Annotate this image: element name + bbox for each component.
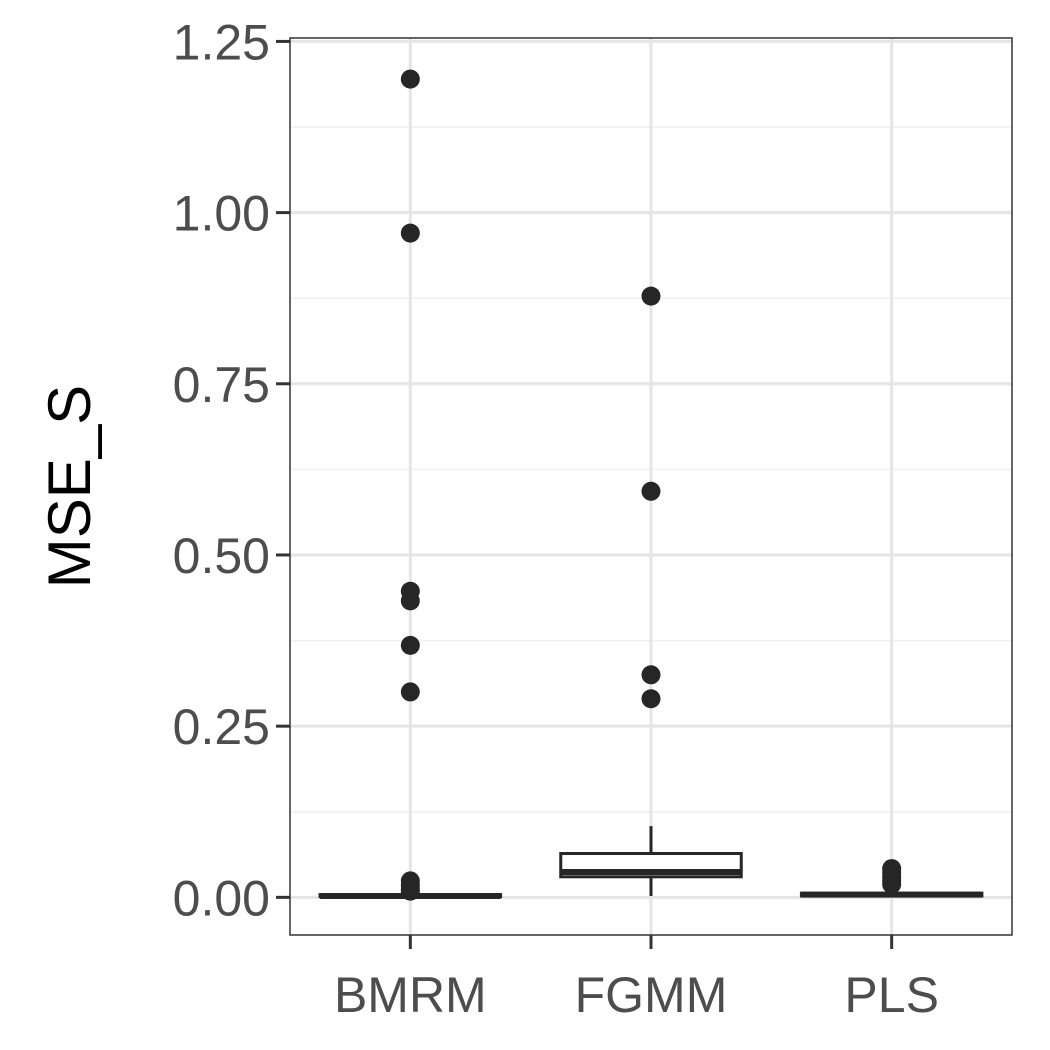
box-fgmm <box>559 826 743 896</box>
outlier-point <box>400 881 420 901</box>
outlier-point <box>641 286 661 306</box>
outlier-point <box>400 591 420 611</box>
y-axis-title: MSE_S <box>36 385 103 588</box>
x-tick-label: FGMM <box>575 967 728 1023</box>
x-tick-label: PLS <box>844 967 939 1023</box>
outlier-point <box>400 682 420 702</box>
outlier-point <box>400 635 420 655</box>
outlier-point <box>641 481 661 501</box>
y-tick-label: 0.50 <box>173 528 270 584</box>
outlier-point <box>882 874 902 894</box>
x-axis: BMRM FGMM PLS <box>334 935 939 1023</box>
y-tick-label: 0.00 <box>173 870 270 926</box>
y-tick-label: 1.00 <box>173 186 270 242</box>
outlier-point <box>400 223 420 243</box>
y-tick-label: 0.25 <box>173 699 270 755</box>
outlier-point <box>641 665 661 685</box>
y-tick-label: 1.25 <box>173 14 270 70</box>
outlier-points <box>400 69 902 901</box>
y-axis: 0.00 0.25 0.50 0.75 1.00 1.25 <box>173 14 290 926</box>
x-tick-label: BMRM <box>334 967 487 1023</box>
outlier-point <box>400 69 420 89</box>
y-tick-label: 0.75 <box>173 357 270 413</box>
outlier-point <box>641 689 661 709</box>
